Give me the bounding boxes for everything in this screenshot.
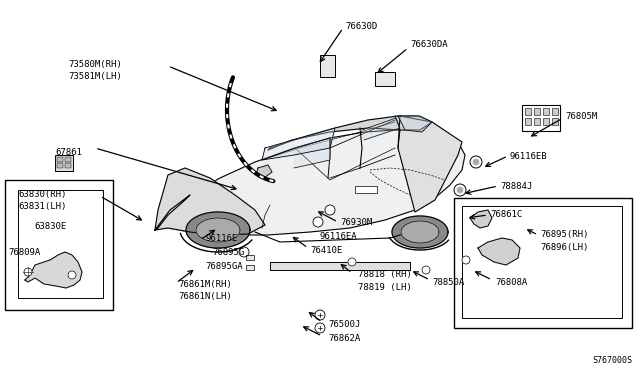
Bar — [534, 118, 540, 125]
Text: 96116EB: 96116EB — [510, 152, 548, 161]
Circle shape — [315, 323, 325, 333]
Bar — [454, 198, 632, 328]
Text: 76861M(RH): 76861M(RH) — [178, 280, 232, 289]
Text: 76895GA: 76895GA — [205, 262, 243, 271]
Text: 76895(RH): 76895(RH) — [540, 230, 588, 239]
Bar — [552, 108, 558, 115]
Polygon shape — [294, 138, 330, 168]
Text: S767000S: S767000S — [592, 356, 632, 365]
Bar — [525, 118, 531, 125]
Circle shape — [325, 205, 335, 215]
Polygon shape — [186, 212, 250, 248]
Bar — [65, 163, 71, 168]
Polygon shape — [25, 252, 82, 288]
Polygon shape — [398, 116, 432, 132]
Circle shape — [24, 268, 32, 276]
Text: 78818 (RH): 78818 (RH) — [358, 270, 412, 279]
Text: 78884J: 78884J — [500, 182, 532, 191]
Polygon shape — [155, 168, 265, 235]
Bar — [522, 105, 560, 131]
Circle shape — [457, 187, 463, 193]
Polygon shape — [268, 116, 432, 150]
Polygon shape — [470, 210, 492, 228]
Circle shape — [315, 310, 325, 320]
Polygon shape — [392, 216, 448, 248]
Bar — [57, 163, 63, 168]
Text: 63830E: 63830E — [34, 222, 67, 231]
Text: 63830(RH): 63830(RH) — [18, 190, 67, 199]
Text: 67861: 67861 — [55, 148, 82, 157]
Bar — [543, 118, 549, 125]
Polygon shape — [196, 218, 240, 242]
Bar — [525, 108, 531, 115]
Text: 76861N(LH): 76861N(LH) — [178, 292, 232, 301]
Bar — [375, 72, 395, 86]
Text: 76861C: 76861C — [490, 210, 522, 219]
Text: 76630D: 76630D — [345, 22, 377, 31]
Text: 78819 (LH): 78819 (LH) — [358, 283, 412, 292]
Polygon shape — [401, 221, 439, 243]
Text: 73580M(RH): 73580M(RH) — [68, 60, 122, 69]
Bar — [246, 265, 254, 270]
Circle shape — [422, 266, 430, 274]
Bar — [534, 108, 540, 115]
Bar — [55, 155, 73, 171]
Circle shape — [473, 159, 479, 165]
Bar — [355, 186, 377, 193]
Text: 76500J: 76500J — [328, 320, 360, 329]
Circle shape — [313, 217, 323, 227]
Bar — [543, 108, 549, 115]
Polygon shape — [478, 238, 520, 265]
Bar — [18, 190, 103, 298]
Text: 76862A: 76862A — [328, 334, 360, 343]
Text: 96116EA: 96116EA — [320, 232, 358, 241]
Bar — [270, 262, 410, 270]
Bar — [65, 157, 71, 162]
Polygon shape — [155, 195, 190, 230]
Circle shape — [454, 184, 466, 196]
Bar — [246, 255, 254, 260]
Polygon shape — [256, 165, 272, 178]
Bar — [552, 118, 558, 125]
Polygon shape — [398, 116, 462, 212]
Polygon shape — [155, 130, 465, 235]
Text: 76809A: 76809A — [8, 248, 40, 257]
Circle shape — [239, 247, 249, 257]
Circle shape — [348, 258, 356, 266]
Bar — [320, 55, 335, 77]
Text: 76896(LH): 76896(LH) — [540, 243, 588, 252]
Text: 76930M: 76930M — [340, 218, 372, 227]
Text: 76808A: 76808A — [495, 278, 527, 287]
Text: 96116E: 96116E — [205, 234, 237, 243]
Text: 78850A: 78850A — [432, 278, 464, 287]
Circle shape — [470, 156, 482, 168]
Text: 76895G: 76895G — [212, 248, 244, 257]
Bar — [5, 180, 113, 310]
Text: 76410E: 76410E — [310, 246, 342, 255]
Circle shape — [462, 256, 470, 264]
Polygon shape — [362, 118, 400, 140]
Circle shape — [68, 271, 76, 279]
Text: 76630DA: 76630DA — [410, 40, 447, 49]
Text: 73581M(LH): 73581M(LH) — [68, 72, 122, 81]
Bar — [462, 206, 622, 318]
Text: 63831(LH): 63831(LH) — [18, 202, 67, 211]
Polygon shape — [262, 128, 335, 160]
Text: 76805M: 76805M — [565, 112, 597, 121]
Bar — [57, 157, 63, 162]
